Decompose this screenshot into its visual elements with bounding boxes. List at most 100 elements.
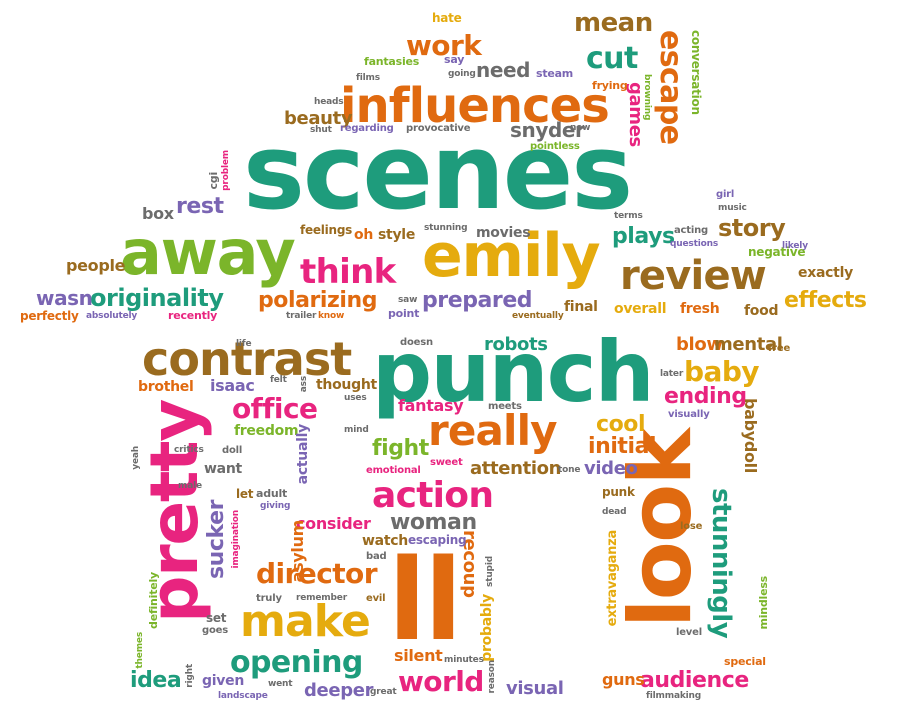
word-consider: consider [296, 514, 371, 533]
word-doll: doll [222, 445, 243, 456]
word-escaping: escaping [408, 533, 467, 547]
word-evil: evil [366, 593, 386, 604]
word-asylum: asylum [288, 520, 307, 583]
word-cgi: cgi [207, 172, 220, 190]
word-style: style [378, 227, 416, 243]
word-special: special [724, 655, 766, 668]
word-fantasy: fantasy [398, 396, 464, 415]
word-felt: felt [270, 375, 287, 385]
word-really: really [428, 406, 558, 455]
word-actually: actually [295, 424, 311, 485]
word-stupid: stupid [485, 556, 495, 587]
word-woman: woman [390, 510, 477, 535]
word-freedom: freedom [234, 423, 299, 439]
word-mindless: mindless [757, 576, 770, 630]
word-rest: rest [176, 194, 224, 219]
word-yeah: yeah [131, 446, 141, 470]
word-later: later [660, 369, 684, 379]
word-acting: acting [674, 225, 708, 236]
word-landscape: landscape [218, 691, 268, 701]
word-eventually: eventually [512, 311, 564, 321]
word-mental: mental [714, 334, 783, 355]
word-uses: uses [344, 393, 367, 403]
word-critics: critics [174, 445, 204, 455]
word-fresh: fresh [680, 301, 720, 317]
word-level: level [676, 627, 702, 638]
word-went: went [268, 679, 293, 689]
word-recoup: recoup [459, 530, 480, 598]
word-negative: negative [748, 245, 806, 259]
word-questions: questions [670, 239, 719, 249]
word-goes: goes [202, 625, 228, 636]
word-polarizing: polarizing [258, 288, 377, 313]
word-final: final [564, 299, 598, 315]
word-movies: movies [476, 225, 531, 241]
word-blow: blow [676, 334, 723, 355]
word-heads: heads [314, 97, 344, 107]
word-meets: meets [488, 401, 522, 412]
word-wasn: wasn [36, 286, 93, 310]
word-remember: remember [296, 593, 347, 603]
word-work: work [406, 29, 482, 62]
word-great: great [370, 687, 397, 697]
word-sweet: sweet [430, 457, 463, 468]
word-truly: truly [256, 593, 282, 604]
word-point: point [388, 307, 420, 320]
word-ll: ll [388, 536, 463, 666]
word-minutes: minutes [444, 655, 484, 665]
word-given: given [202, 673, 245, 689]
word-emily: emily [422, 221, 601, 291]
word-idea: idea [130, 668, 182, 693]
word-babydoll: babydoll [741, 398, 760, 473]
word-silent: silent [394, 646, 443, 665]
word-provocative: provocative [406, 123, 471, 134]
word-ass: ass [299, 376, 309, 393]
word-girl: girl [716, 189, 735, 200]
word-know: know [318, 311, 345, 321]
word-adult: adult [256, 487, 288, 500]
word-story: story [718, 214, 786, 242]
word-steam: steam [536, 67, 574, 80]
word-guns: guns [602, 670, 645, 689]
word-prepared: prepared [422, 288, 533, 313]
word-feelings: feelings [300, 223, 353, 237]
word-exactly: exactly [798, 265, 853, 281]
word-visual: visual [506, 678, 564, 699]
word-cool: cool [596, 412, 646, 437]
word-saw: saw [398, 295, 418, 305]
word-action: action [372, 475, 494, 516]
word-punk: punk [602, 485, 635, 499]
word-deeper: deeper [304, 680, 374, 701]
word-recently: recently [168, 309, 218, 322]
word-regarding: regarding [340, 123, 394, 134]
word-audience: audience [640, 668, 749, 693]
word-going: going [448, 69, 476, 79]
word-sucker: sucker [204, 500, 229, 579]
word-isaac: isaac [210, 376, 255, 395]
word-lose: lose [680, 521, 703, 532]
word-robots: robots [484, 334, 548, 355]
word-punch: punch [372, 323, 655, 421]
word-cut: cut [586, 41, 638, 76]
word-probably: probably [479, 594, 495, 662]
word-beauty: beauty [284, 108, 353, 129]
word-films: films [356, 73, 380, 83]
word-filmmaking: filmmaking [646, 691, 702, 701]
word-definitely: definitely [147, 572, 160, 629]
word-make: make [240, 596, 371, 647]
word-life: life [236, 339, 252, 349]
word-overall: overall [614, 301, 667, 317]
word-games: games [625, 82, 646, 147]
word-reason: reason [487, 660, 497, 694]
word-want: want [204, 461, 242, 477]
word-thought: thought [316, 377, 377, 393]
word-imagination: imagination [231, 510, 241, 569]
word-set: set [206, 611, 227, 625]
word-think: think [300, 252, 396, 292]
word-problem: problem [221, 150, 231, 191]
word-extravaganza: extravaganza [605, 530, 620, 627]
word-absolutely: absolutely [86, 311, 138, 321]
word-mind: mind [344, 425, 369, 435]
word-trailer: trailer [286, 311, 317, 321]
